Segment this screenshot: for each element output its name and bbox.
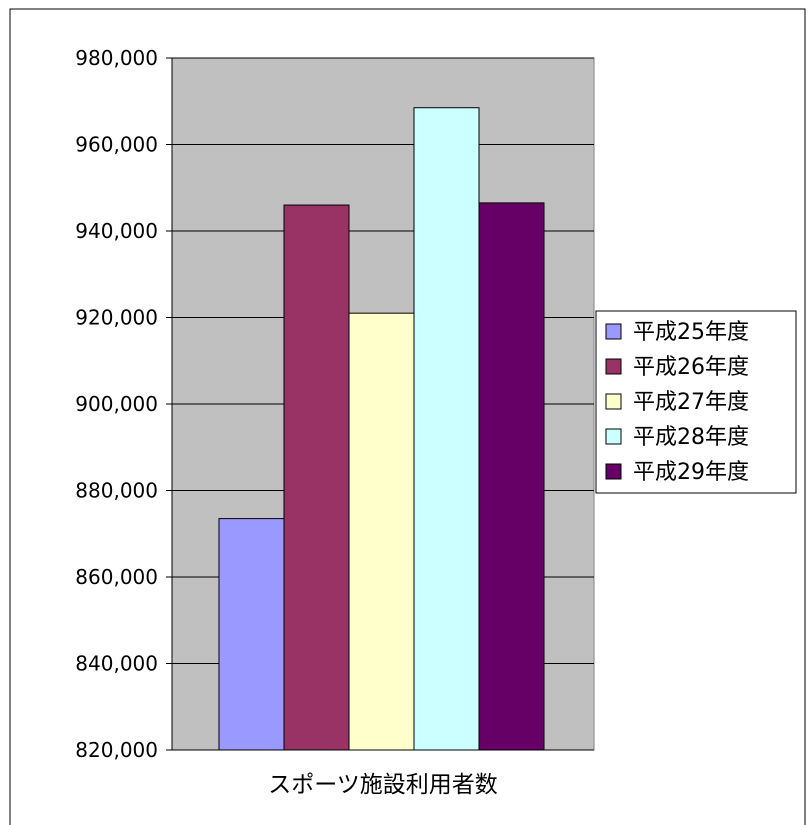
- legend-swatch: [605, 463, 622, 480]
- legend-label: 平成28年度: [633, 425, 749, 450]
- x-category-label: スポーツ施設利用者数: [268, 772, 498, 798]
- bar: [348, 312, 415, 751]
- y-tick-label: 860,000: [75, 565, 158, 589]
- y-tick-label: 840,000: [75, 652, 158, 676]
- y-tick-label: 940,000: [75, 219, 158, 243]
- legend-swatch: [605, 323, 622, 340]
- legend-box: [595, 310, 797, 494]
- legend-label: 平成25年度: [633, 320, 749, 345]
- legend-swatch: [605, 358, 622, 375]
- y-tick-labels: 820,000 840,000 860,000 880,000 900,000 920,0…: [75, 46, 172, 762]
- bar: [218, 518, 285, 751]
- bar: [413, 107, 480, 751]
- y-tick-label: 900,000: [75, 392, 158, 416]
- legend-label: 平成29年度: [633, 460, 749, 485]
- y-tick-label: 920,000: [75, 306, 158, 330]
- bars: [218, 107, 545, 751]
- bar: [478, 202, 545, 751]
- legend-label: 平成26年度: [633, 355, 749, 380]
- y-tick-label: 980,000: [75, 46, 158, 70]
- y-tick-label: 960,000: [75, 133, 158, 157]
- legend-swatch: [605, 428, 622, 445]
- legend-label: 平成27年度: [633, 390, 749, 415]
- legend-swatch: [605, 393, 622, 410]
- y-tick-label: 880,000: [75, 479, 158, 503]
- y-tick-label: 820,000: [75, 738, 158, 762]
- bar: [283, 204, 350, 751]
